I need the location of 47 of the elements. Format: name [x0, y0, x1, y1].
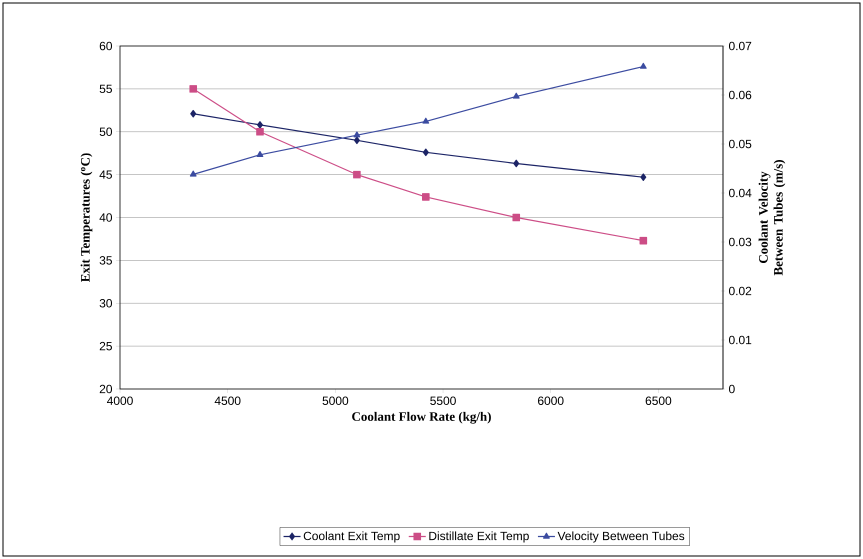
x-tick-label: 4000	[106, 396, 133, 405]
y-tick-label: 50	[100, 128, 112, 136]
legend-label: Velocity Between Tubes	[558, 531, 684, 543]
x-tick-label: 6000	[538, 396, 564, 405]
y2-tick-label: 0.07	[728, 42, 752, 50]
y2-axis-title: Coolant Velocity Between Tubes (m/s)	[758, 160, 786, 276]
y-tick-label: 35	[100, 256, 112, 265]
y2-tick-label: 0.02	[728, 286, 752, 296]
point	[512, 92, 520, 99]
y2-tick-label: 0	[728, 384, 735, 394]
point	[422, 193, 430, 201]
point	[640, 62, 647, 69]
point	[354, 131, 360, 138]
x-tick-label: 5000	[322, 396, 348, 405]
legend-label: Coolant Exit Temp	[304, 531, 400, 543]
y-tick-label: 60	[100, 42, 112, 50]
x-tick-label: 6500	[646, 396, 672, 405]
y-axis-title: Exit Temperatures ($^{o}$C)	[80, 153, 92, 282]
point	[640, 236, 648, 244]
y-tick-label: 40	[99, 213, 112, 222]
y2-tick-label: 0.06	[728, 90, 752, 100]
x-axis-title: Coolant Flow Rate (kg/h)	[352, 412, 491, 424]
point	[353, 170, 361, 178]
point	[256, 128, 264, 136]
point	[513, 160, 520, 168]
y-tick-label: 55	[100, 84, 112, 94]
point	[640, 173, 646, 181]
point	[190, 110, 196, 118]
legend-label: Distillate Exit Temp	[429, 531, 529, 543]
y2-tick-label: 0.01	[728, 336, 752, 344]
point	[190, 170, 197, 177]
y-tick-label: 20	[100, 384, 112, 394]
point	[256, 121, 263, 129]
y-tick-label: 30	[100, 299, 112, 308]
point	[512, 214, 520, 222]
y-tick-label: 25	[100, 342, 112, 350]
point	[422, 148, 429, 156]
y2-tick-label: 0.03	[728, 238, 752, 246]
point	[256, 150, 264, 157]
point	[354, 136, 360, 144]
y2-tick-label: 0.05	[728, 140, 752, 148]
x-tick-label: 5500	[430, 396, 456, 405]
point	[422, 118, 430, 124]
y2-tick-label: 0.04	[728, 188, 752, 198]
x-tick-label: 4500	[214, 396, 241, 405]
point	[189, 85, 198, 93]
y-tick-label: 45	[99, 170, 112, 179]
